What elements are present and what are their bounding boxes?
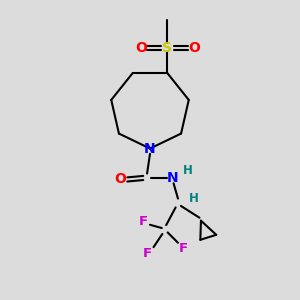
- Text: N: N: [144, 142, 156, 155]
- Text: F: F: [143, 247, 152, 260]
- Text: H: H: [182, 164, 192, 177]
- Text: O: O: [114, 172, 126, 186]
- Text: F: F: [139, 215, 148, 228]
- Text: O: O: [188, 41, 200, 55]
- Text: O: O: [135, 41, 147, 55]
- Text: S: S: [162, 41, 172, 55]
- Text: N: N: [166, 171, 178, 185]
- Text: F: F: [179, 242, 188, 255]
- Text: H: H: [189, 192, 199, 205]
